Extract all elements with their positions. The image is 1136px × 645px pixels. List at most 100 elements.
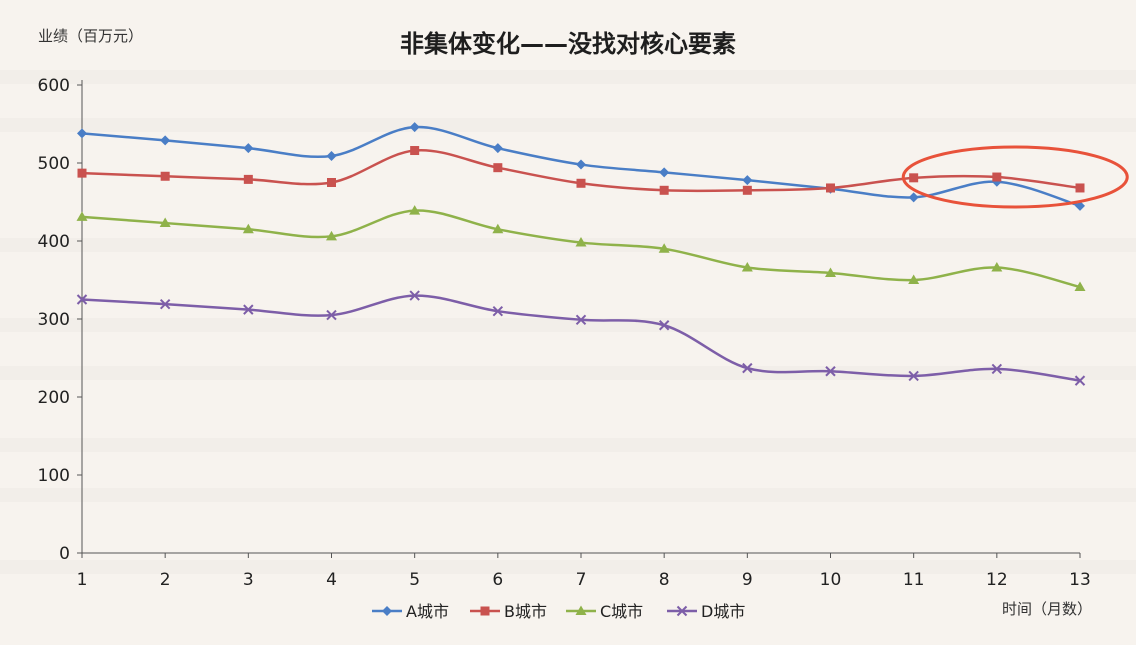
data-point [243, 304, 254, 315]
data-point [76, 294, 88, 305]
data-point [326, 230, 337, 241]
y-tick-label: 100 [38, 466, 70, 486]
y-tick-label: 400 [38, 232, 70, 252]
data-point [160, 135, 171, 146]
x-tick-label: 1 [77, 570, 88, 590]
marker-stroke [575, 314, 587, 325]
marker-stroke [492, 305, 504, 317]
marker-stroke [1074, 375, 1086, 386]
legend-marker [676, 605, 688, 617]
data-point [659, 185, 669, 195]
x-tick-label: 2 [160, 570, 171, 590]
x-tick-label: 13 [1069, 570, 1091, 590]
legend-marker [382, 606, 392, 616]
legend-label: A城市 [406, 602, 449, 621]
data-point [992, 172, 1002, 182]
marker-stroke [658, 320, 670, 331]
data-point [826, 183, 835, 193]
data-point [493, 163, 503, 173]
data-point [909, 173, 919, 183]
x-axis-label: 时间（月数） [1002, 600, 1092, 618]
legend-item: B城市 [470, 602, 547, 621]
legend-item: A城市 [372, 602, 449, 621]
x-tick-label: 12 [986, 570, 1008, 590]
data-point [409, 205, 421, 215]
data-point [576, 159, 586, 170]
data-point [908, 274, 920, 284]
x-tick-label: 10 [820, 570, 842, 590]
chart-title: 非集体变化——没找对核心要素 [400, 30, 736, 58]
data-point [659, 167, 670, 178]
marker-stroke [676, 605, 688, 617]
data-point [492, 143, 503, 154]
data-point [908, 192, 919, 203]
data-point [409, 290, 420, 301]
data-point [492, 305, 504, 317]
marker-stroke [409, 290, 420, 301]
x-tick-label: 11 [903, 570, 925, 590]
data-point [658, 243, 670, 253]
x-tick-label: 3 [243, 570, 254, 590]
data-point [658, 320, 670, 331]
data-point [76, 211, 88, 221]
data-point [1075, 183, 1085, 193]
y-tick-label: 300 [38, 310, 70, 330]
legend-item: D城市 [667, 602, 745, 621]
x-tick-labels: 1 2 3 4 5 6 7 8 9 10 11 12 13 [77, 553, 1091, 590]
data-point [159, 298, 171, 310]
data-point [742, 185, 752, 195]
marker-stroke [243, 304, 254, 315]
marker-stroke [991, 363, 1003, 375]
x-tick-label: 9 [742, 570, 753, 590]
series-layer [76, 122, 1086, 386]
legend: A城市 B城市 C城市 D城市 [372, 602, 745, 621]
x-tick-label: 8 [659, 570, 670, 590]
y-tick-label: 0 [59, 544, 70, 564]
data-point [326, 150, 337, 161]
data-point [242, 223, 254, 234]
data-point [742, 362, 753, 374]
marker-stroke [159, 298, 171, 310]
data-point [160, 171, 170, 181]
data-point [742, 175, 753, 186]
data-point [492, 223, 504, 234]
data-point [243, 174, 253, 184]
marker-stroke [326, 309, 337, 321]
legend-label: D城市 [701, 602, 745, 621]
data-point [410, 146, 420, 156]
data-point [243, 143, 254, 154]
data-point [575, 237, 587, 247]
axes [81, 80, 1080, 554]
annotation-layer [901, 145, 1129, 209]
y-tick-label: 500 [38, 154, 70, 174]
series-2 [77, 146, 1085, 195]
marker-stroke [825, 366, 836, 377]
series-line [81, 209, 1081, 289]
data-point [908, 370, 919, 382]
legend-marker [575, 605, 587, 615]
legend-marker [480, 606, 490, 616]
data-point [1074, 281, 1086, 292]
highlight-ellipse [901, 145, 1129, 209]
y-tick-labels: 0 100 200 300 400 500 600 [38, 76, 82, 564]
data-point [409, 122, 420, 133]
data-point [77, 128, 87, 139]
x-tick-label: 7 [576, 570, 587, 590]
series-line [81, 294, 1081, 382]
data-point [825, 267, 836, 277]
series-3 [76, 205, 1086, 292]
x-tick-label: 4 [326, 570, 337, 590]
x-tick-label: 6 [492, 570, 503, 590]
data-point [326, 309, 337, 321]
series-4 [76, 290, 1086, 386]
data-point [991, 363, 1003, 375]
data-point [77, 168, 87, 178]
marker-stroke [742, 362, 753, 374]
data-point [741, 262, 753, 272]
marker-stroke [908, 370, 919, 382]
marker-stroke [76, 294, 88, 305]
legend-item: C城市 [566, 602, 643, 621]
data-point [576, 178, 586, 188]
